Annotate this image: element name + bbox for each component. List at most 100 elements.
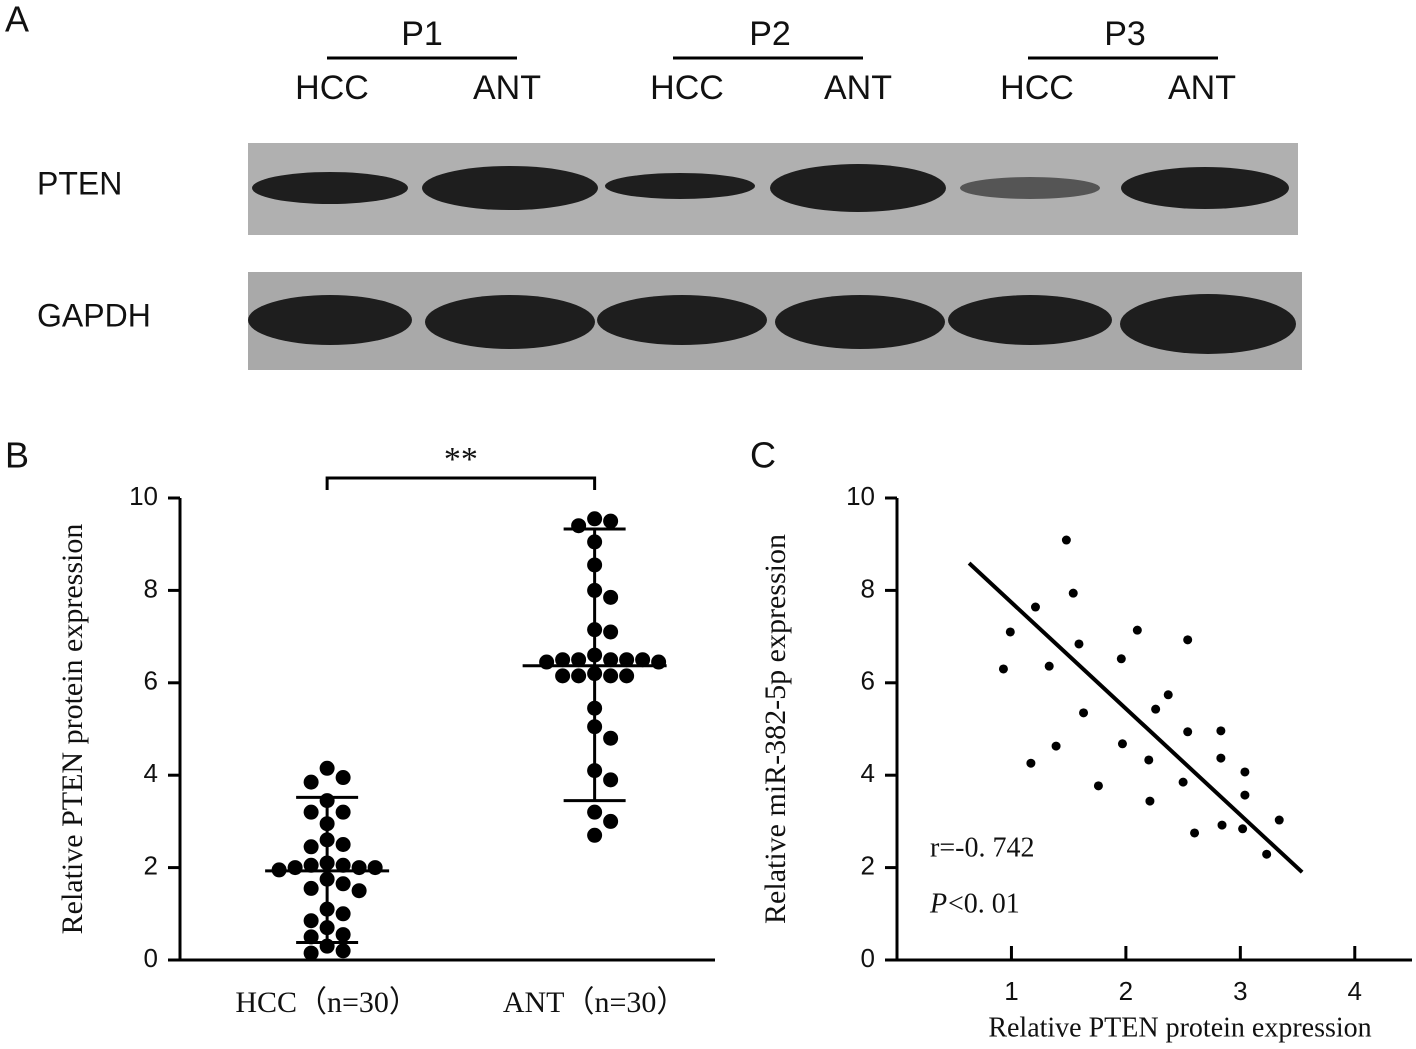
dot <box>303 913 319 929</box>
dot <box>587 827 603 843</box>
dot <box>335 837 351 852</box>
dot <box>603 813 619 829</box>
dot <box>303 839 319 855</box>
annotation: r=-0. 742 <box>930 832 1034 863</box>
point <box>998 664 1008 674</box>
y-tick-label: 0 <box>144 943 158 973</box>
lane-label: HCC <box>1000 69 1074 107</box>
y-tick-label: 8 <box>144 573 158 603</box>
panel-label: C <box>750 435 776 476</box>
y-tick-label: 8 <box>861 573 875 603</box>
lane-label: ANT <box>1168 69 1236 107</box>
y-axis-label: Relative PTEN protein expression <box>56 524 89 935</box>
point <box>1061 535 1071 545</box>
point <box>1132 625 1142 635</box>
dot <box>335 857 351 873</box>
point <box>1217 820 1227 830</box>
y-tick-label: 10 <box>846 481 875 511</box>
x-tick-label: ANT（n=30） <box>503 986 687 1019</box>
y-axis-label: Relative miR-382-5p expression <box>759 534 792 924</box>
dot <box>587 511 603 527</box>
panel-label: B <box>5 435 29 476</box>
point <box>1051 741 1061 751</box>
dot <box>603 652 619 668</box>
dot <box>335 770 351 786</box>
x-tick-label: 2 <box>1119 976 1133 1006</box>
x-tick-label: 3 <box>1233 976 1247 1006</box>
significance-bracket <box>325 476 597 490</box>
point <box>1030 602 1040 612</box>
patient-label: P3 <box>1104 15 1146 53</box>
dot <box>587 804 603 820</box>
point <box>1240 767 1250 777</box>
dot <box>303 945 319 961</box>
point <box>1183 727 1193 737</box>
point <box>1044 661 1054 671</box>
dot <box>303 929 319 945</box>
dot <box>319 760 335 776</box>
panel-label: A <box>5 0 29 40</box>
dot <box>335 804 351 820</box>
lane-label: HCC <box>295 69 369 107</box>
dot <box>651 654 667 670</box>
x-tick-label: 1 <box>1004 976 1018 1006</box>
blot-label: PTEN <box>37 165 122 201</box>
dot <box>571 668 587 684</box>
point <box>1068 588 1078 598</box>
dot <box>287 860 303 876</box>
point <box>1144 755 1154 765</box>
x-tick-label: HCC（n=30） <box>235 986 419 1019</box>
bands <box>248 164 1296 354</box>
y-tick-label: 10 <box>129 481 158 511</box>
dot <box>555 668 571 684</box>
y-tick-label: 0 <box>861 943 875 973</box>
point <box>1274 815 1284 825</box>
dot <box>603 668 619 684</box>
point <box>1163 690 1173 700</box>
y-tick-label: 6 <box>861 666 875 696</box>
point <box>1178 777 1188 787</box>
point <box>1079 708 1089 718</box>
annotation: P <box>929 888 947 919</box>
point <box>1005 627 1015 637</box>
dot <box>603 513 619 529</box>
y-tick-label: 4 <box>144 758 158 788</box>
dot <box>351 883 367 899</box>
dot <box>555 652 571 668</box>
dot <box>619 668 635 684</box>
dot <box>619 652 635 668</box>
point <box>1190 828 1200 838</box>
point <box>1216 753 1226 763</box>
y-tick-label: 4 <box>861 758 875 788</box>
y-tick-label: 2 <box>144 850 158 880</box>
point <box>1093 781 1103 791</box>
x-tick-label: 4 <box>1348 976 1362 1006</box>
point <box>1116 654 1126 664</box>
fit-line <box>967 561 1304 874</box>
point <box>1151 704 1161 714</box>
dot <box>571 652 587 668</box>
dot <box>335 927 351 943</box>
dot <box>351 860 367 876</box>
y-tick-label: 2 <box>861 850 875 880</box>
lane-label: HCC <box>650 69 724 107</box>
y-tick-label: 6 <box>144 666 158 696</box>
patient-label: P1 <box>401 15 443 53</box>
point <box>1145 796 1155 806</box>
dot <box>303 880 319 896</box>
blot-panel <box>248 56 1302 370</box>
dot <box>603 772 619 788</box>
point <box>1262 849 1272 859</box>
dot <box>335 876 351 892</box>
lane-label: ANT <box>824 69 892 107</box>
point <box>1026 758 1036 768</box>
significance-label: ** <box>444 441 478 478</box>
lane-label: ANT <box>473 69 541 107</box>
annotation: <0. 01 <box>948 888 1020 919</box>
dot <box>335 906 351 922</box>
dot <box>303 804 319 820</box>
patient-label: P2 <box>749 15 791 53</box>
point <box>1240 790 1250 800</box>
dot <box>603 730 619 746</box>
